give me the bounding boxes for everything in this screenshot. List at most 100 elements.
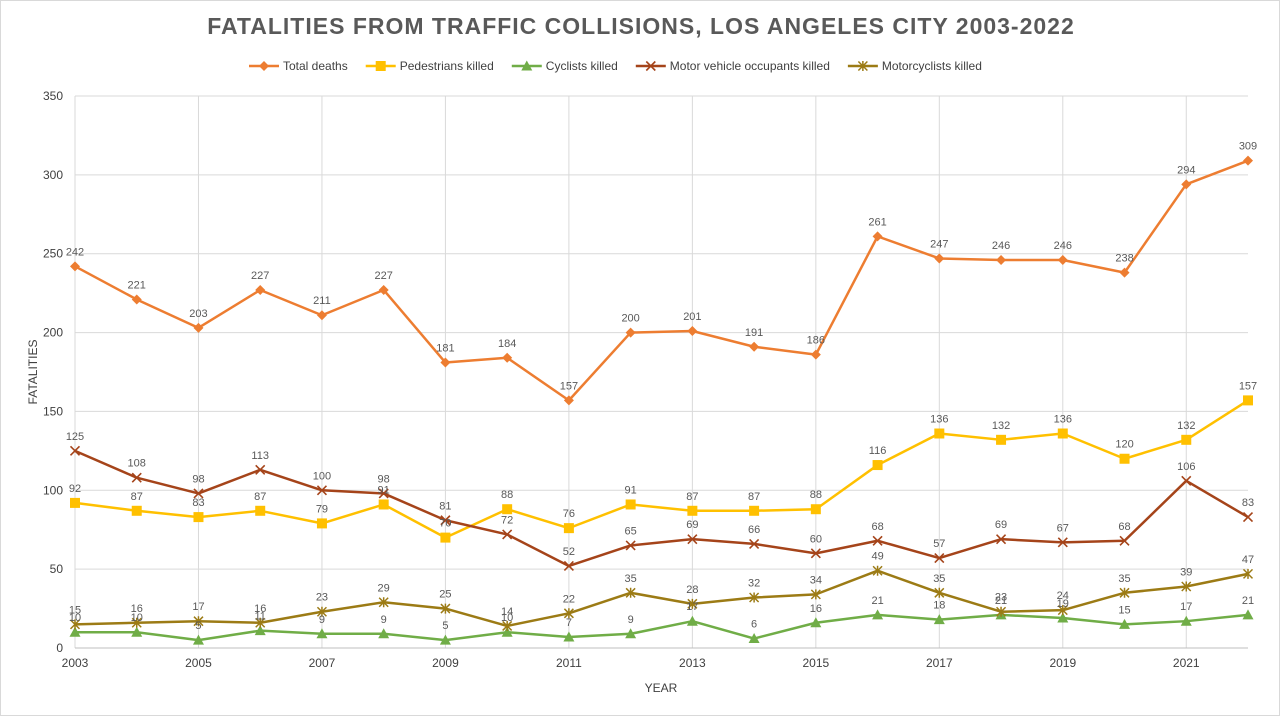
data-point xyxy=(316,606,327,617)
data-label: 136 xyxy=(1054,414,1072,426)
data-label: 9 xyxy=(319,614,325,626)
data-point xyxy=(749,341,760,352)
series-line xyxy=(74,399,1249,539)
data-label: 92 xyxy=(69,483,81,495)
data-label: 35 xyxy=(625,573,637,585)
data-point xyxy=(439,634,451,645)
data-label: 200 xyxy=(621,313,639,325)
data-point xyxy=(625,587,636,598)
data-point xyxy=(131,472,142,483)
data-point xyxy=(378,628,390,639)
data-point xyxy=(69,619,81,630)
series-line xyxy=(74,569,1249,628)
data-point xyxy=(687,505,698,516)
data-label: 120 xyxy=(1115,439,1133,451)
data-label: 16 xyxy=(131,603,143,615)
data-label: 21 xyxy=(871,595,883,607)
data-point xyxy=(502,529,513,540)
x-tick-label: 2003 xyxy=(62,656,89,670)
data-label: 7 xyxy=(566,617,572,629)
y-tick-label: 100 xyxy=(43,483,63,497)
data-point xyxy=(625,499,636,510)
data-point xyxy=(193,488,204,499)
data-point xyxy=(131,617,142,628)
data-point xyxy=(1242,512,1254,523)
data-point xyxy=(255,505,266,516)
data-point xyxy=(193,616,204,627)
data-label: 10 xyxy=(131,612,143,624)
data-point xyxy=(1242,568,1254,579)
data-label: 11 xyxy=(254,611,265,623)
data-point xyxy=(316,485,328,496)
data-label: 69 xyxy=(686,519,698,531)
data-point xyxy=(810,349,821,360)
data-point xyxy=(1119,267,1130,278)
data-label: 17 xyxy=(1180,601,1192,613)
data-point xyxy=(1242,609,1254,620)
data-point xyxy=(1057,537,1068,548)
data-point xyxy=(645,60,656,72)
legend-label: Motor vehicle occupants killed xyxy=(670,59,830,73)
data-label: 157 xyxy=(1239,380,1257,392)
data-point xyxy=(255,464,266,475)
series-line xyxy=(74,159,1249,402)
data-point xyxy=(810,589,821,600)
data-label: 79 xyxy=(316,503,328,515)
y-tick-label: 350 xyxy=(43,89,63,103)
data-point xyxy=(375,61,386,71)
data-point xyxy=(625,540,636,551)
data-label: 34 xyxy=(810,574,822,586)
data-label: 49 xyxy=(871,551,883,563)
data-label: 10 xyxy=(501,612,513,624)
data-point xyxy=(69,445,81,456)
data-label: 6 xyxy=(751,619,757,631)
data-label: 39 xyxy=(1180,566,1192,578)
data-label: 25 xyxy=(439,589,451,601)
data-label: 87 xyxy=(254,491,266,503)
data-point xyxy=(255,617,266,628)
data-label: 23 xyxy=(316,592,328,604)
data-point xyxy=(378,597,389,608)
data-point xyxy=(933,614,945,625)
data-point xyxy=(1119,453,1130,464)
data-point xyxy=(378,284,389,295)
data-label: 47 xyxy=(1242,554,1254,566)
data-label: 23 xyxy=(995,592,1007,604)
data-label: 100 xyxy=(313,470,331,482)
data-label: 211 xyxy=(313,295,331,307)
data-point xyxy=(934,253,945,264)
data-label: 81 xyxy=(439,500,451,512)
data-label: 9 xyxy=(381,614,387,626)
chart-title: FATALITIES FROM TRAFFIC COLLISIONS, LOS … xyxy=(207,13,1075,39)
data-label: 16 xyxy=(254,603,266,615)
data-label: 32 xyxy=(748,578,760,590)
data-point xyxy=(521,60,533,71)
data-point xyxy=(69,626,81,637)
data-label: 87 xyxy=(686,491,698,503)
x-tick-label: 2011 xyxy=(556,656,582,670)
data-label: 29 xyxy=(378,582,390,594)
data-point xyxy=(131,294,142,305)
data-label: 98 xyxy=(192,473,204,485)
data-label: 16 xyxy=(810,603,822,615)
data-label: 242 xyxy=(66,246,84,258)
data-point xyxy=(193,322,204,333)
data-point xyxy=(316,310,327,321)
data-label: 60 xyxy=(810,533,822,545)
x-tick-label: 2021 xyxy=(1173,656,1200,670)
data-point xyxy=(1057,255,1068,266)
y-axis-label: FATALITIES xyxy=(26,339,40,405)
data-label: 246 xyxy=(992,240,1010,252)
data-label: 106 xyxy=(1177,461,1195,473)
y-tick-label: 200 xyxy=(43,326,63,340)
legend-label: Motorcyclists killed xyxy=(882,59,982,73)
data-point xyxy=(1119,618,1131,629)
data-label: 261 xyxy=(868,216,886,228)
data-label: 17 xyxy=(686,601,698,613)
data-label: 116 xyxy=(869,445,887,457)
y-tick-label: 300 xyxy=(43,168,63,182)
x-tick-label: 2007 xyxy=(309,656,336,670)
data-point xyxy=(563,560,574,572)
data-label: 15 xyxy=(1118,604,1130,616)
data-label: 76 xyxy=(563,508,575,520)
